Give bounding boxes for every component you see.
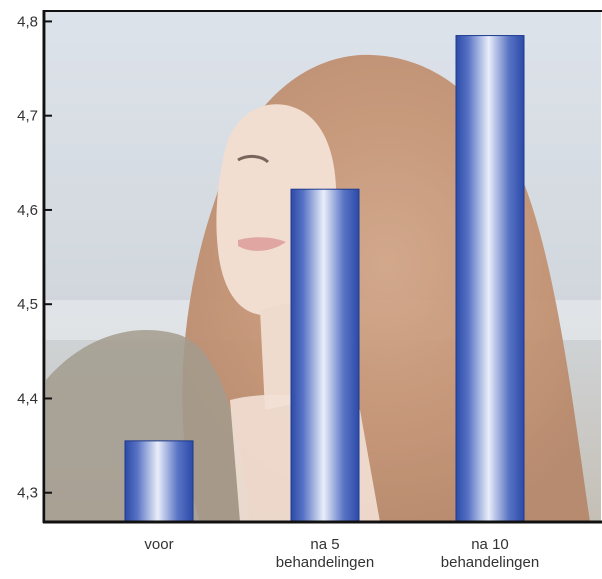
x-labels-group: voor na 5 behandelingen na 10 behandelingen [144, 536, 539, 571]
y-tick-label: 4,7 [17, 108, 38, 125]
y-tick-label: 4,6 [17, 202, 38, 219]
bar-1 [124, 440, 194, 522]
y-tick-label: 4,3 [17, 485, 38, 502]
bars-group [124, 35, 525, 522]
bar-2 [290, 188, 360, 522]
y-ticks-group: 4,3 4,4 4,5 4,6 4,7 4,8 [17, 13, 52, 502]
x-tick-label: voor [144, 536, 173, 553]
x-tick-label: na 10 behandelingen [441, 536, 539, 571]
y-tick-label: 4,8 [17, 13, 38, 30]
x-tick-label: na 5 behandelingen [276, 536, 374, 571]
bar-3 [455, 35, 525, 522]
y-tick-label: 4,4 [17, 390, 38, 407]
y-tick-label: 4,5 [17, 296, 38, 313]
